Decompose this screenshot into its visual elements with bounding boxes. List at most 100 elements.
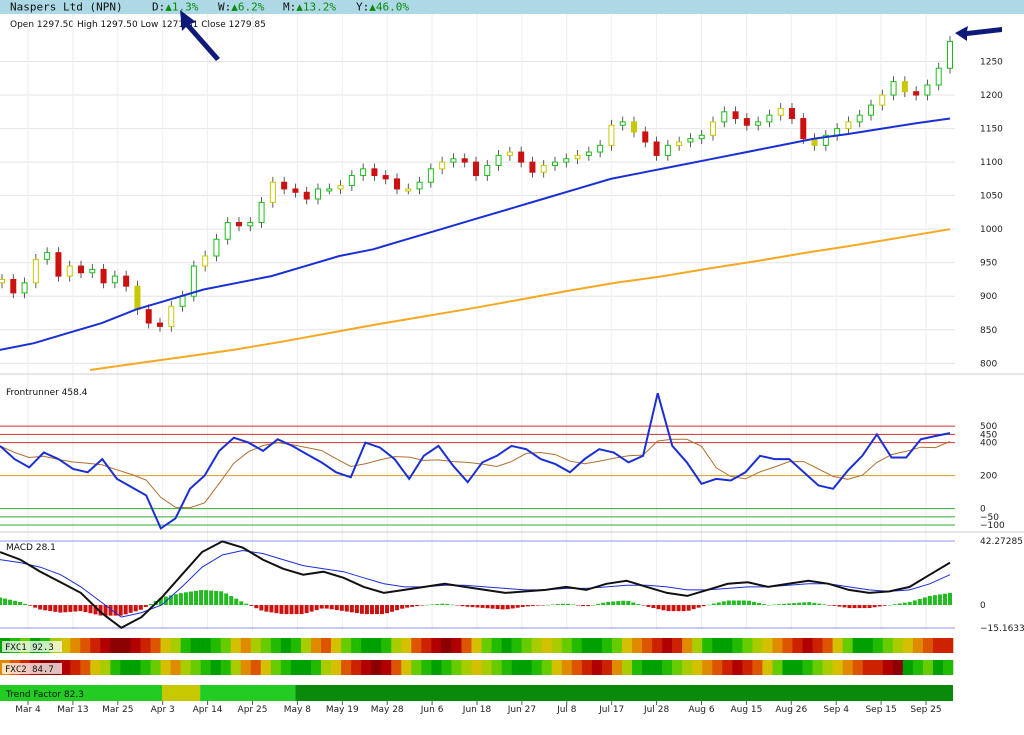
frontrunner-label: Frontrunner 458.4 <box>6 388 88 398</box>
macd-histogram-bar <box>38 605 43 610</box>
x-tick-label: Sep 15 <box>865 705 896 715</box>
macd-histogram-bar <box>545 604 550 606</box>
macd-histogram-bar <box>736 600 741 606</box>
macd-histogram-bar <box>289 605 294 615</box>
heat-cell <box>386 660 392 675</box>
heat-cell <box>767 638 773 653</box>
heat-cell <box>712 638 718 653</box>
heat-cell <box>160 638 166 653</box>
candle-body <box>484 164 491 177</box>
x-tick-label: Jul 8 <box>556 705 577 715</box>
macd-histogram-bar <box>671 605 676 612</box>
heat-cell <box>782 660 788 675</box>
x-tick-label: Jun 6 <box>420 705 444 715</box>
macd-histogram-bar <box>189 591 194 606</box>
heat-cell <box>642 660 648 675</box>
heat-cell <box>521 638 527 653</box>
heat-cell <box>657 660 663 675</box>
macd-histogram-bar <box>354 605 359 614</box>
heat-cell <box>280 660 287 675</box>
heat-cell <box>496 638 502 653</box>
macd-histogram-bar <box>8 599 13 606</box>
trend-segment <box>295 685 953 701</box>
stock-title: Naspers Ltd (NPN) <box>10 1 123 14</box>
macd-histogram-bar <box>415 605 420 607</box>
macd-histogram-bar <box>762 604 767 606</box>
heat-cell <box>932 638 939 653</box>
macd-histogram-bar <box>666 605 671 612</box>
heat-cell <box>406 660 412 675</box>
macd-histogram-bar <box>168 595 173 606</box>
heat-cell <box>315 638 322 653</box>
macd-histogram-bar <box>18 601 23 606</box>
heat-cell <box>672 638 678 653</box>
macd-histogram-bar <box>304 605 309 614</box>
macd-histogram-bar <box>756 602 761 606</box>
heat-cell <box>742 660 748 675</box>
heat-cell <box>305 660 312 675</box>
x-tick-label: Apr 3 <box>151 705 175 715</box>
heat-cell <box>631 638 638 653</box>
macd-histogram-bar <box>555 604 560 606</box>
heat-cell <box>346 638 352 653</box>
heat-cell <box>892 638 899 653</box>
candle-body <box>450 158 457 163</box>
heat-cell <box>476 660 482 675</box>
heat-cell <box>481 660 487 675</box>
heat-cell <box>115 660 121 675</box>
heat-cell <box>205 638 211 653</box>
candle-body <box>213 238 220 257</box>
x-tick-label: Mar 4 <box>15 705 41 715</box>
heat-cell <box>631 660 638 675</box>
macd-tick-label: 0 <box>980 601 986 611</box>
heat-cell <box>842 660 848 675</box>
macd-histogram-bar <box>148 603 153 606</box>
macd-histogram-bar <box>772 604 777 606</box>
heat-cell <box>361 638 367 653</box>
heat-cell <box>130 638 136 653</box>
heat-cell <box>85 660 91 675</box>
heat-cell <box>446 638 452 653</box>
heat-cell <box>847 638 853 653</box>
macd-histogram-bar <box>696 605 701 608</box>
heat-cell <box>421 660 427 675</box>
heat-cell <box>125 660 131 675</box>
macd-histogram-bar <box>470 605 475 608</box>
candle-body <box>518 151 525 163</box>
heat-cell <box>180 660 186 675</box>
heat-cell <box>391 638 397 653</box>
macd-histogram-bar <box>299 605 304 615</box>
macd-histogram-bar <box>98 605 103 616</box>
heat-cell <box>180 638 186 653</box>
trend-segment <box>0 685 163 701</box>
x-tick-label: Jun 27 <box>507 705 536 715</box>
macd-histogram-bar <box>797 602 802 606</box>
heat-cell <box>245 638 252 653</box>
heat-cell <box>366 660 372 675</box>
macd-histogram-bar <box>500 605 505 610</box>
heat-cell <box>431 660 437 675</box>
heat-cell <box>802 638 808 653</box>
heat-cell <box>376 660 382 675</box>
macd-histogram-bar <box>812 602 817 606</box>
macd-histogram-bar <box>892 604 897 606</box>
price-tick-label: 800 <box>980 359 997 369</box>
heat-cell <box>396 638 402 653</box>
heat-cell <box>195 638 201 653</box>
heat-cell <box>842 638 848 653</box>
heat-cell <box>702 660 708 675</box>
heat-cell <box>732 638 738 653</box>
heat-cell <box>336 638 342 653</box>
macd-histogram-bar <box>380 605 385 615</box>
heat-cell <box>381 660 387 675</box>
macd-histogram-bar <box>681 605 686 612</box>
candle-body <box>676 141 683 146</box>
heat-cell <box>145 638 151 653</box>
x-tick-label: Aug 6 <box>688 705 714 715</box>
price-tick-label: 850 <box>980 326 997 336</box>
macd-histogram-bar <box>907 601 912 606</box>
heat-cell <box>331 638 337 653</box>
candle-body <box>439 161 446 170</box>
heat-cell <box>386 638 392 653</box>
candle-body <box>427 168 434 183</box>
